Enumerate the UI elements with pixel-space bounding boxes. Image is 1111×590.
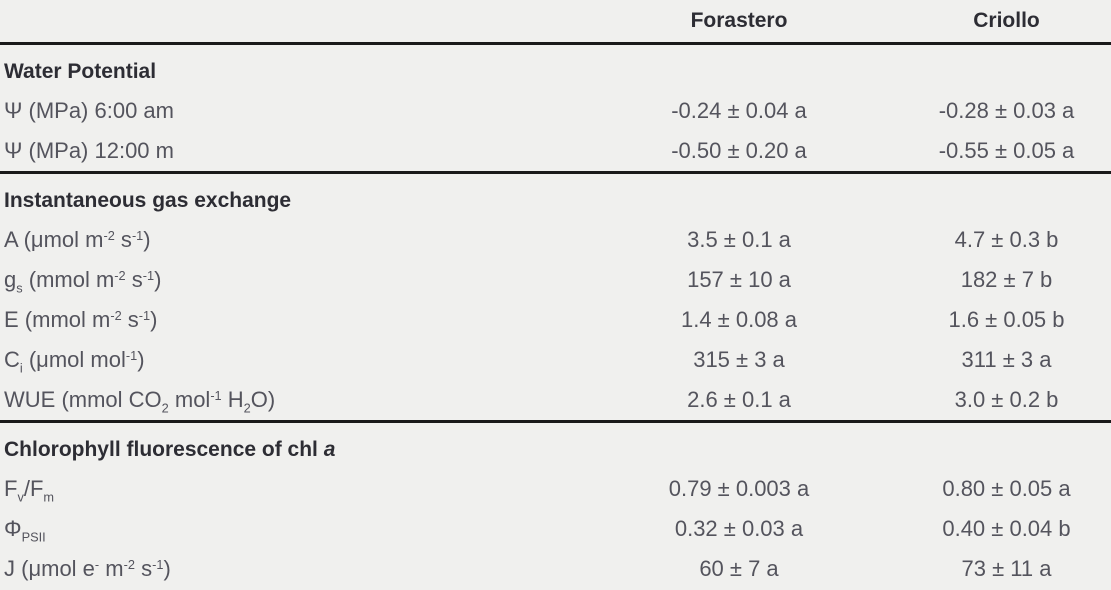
table-row: Ψ (MPa) 12:00 m -0.50 ± 0.20 a -0.55 ± 0… [0,131,1111,173]
table-row: WUE (mmol CO2 mol-1 H2O) 2.6 ± 0.1 a 3.0… [0,380,1111,422]
section-gas-exchange: Instantaneous gas exchange A (μmol m-2 s… [0,172,1111,422]
row-label: Ψ (MPa) 6:00 am [4,98,174,123]
section-title: Water Potential [4,60,157,83]
value-criollo: 182 ± 7 b [960,267,1053,292]
table-row: Fv/Fm 0.79 ± 0.003 a 0.80 ± 0.05 a [0,469,1111,509]
section-water-potential: Water Potential Ψ (MPa) 6:00 am -0.24 ± … [0,43,1111,173]
table-row: A (μmol m-2 s-1) 3.5 ± 0.1 a 4.7 ± 0.3 b [0,220,1111,260]
value-criollo: 73 ± 11 a [961,556,1052,581]
value-criollo: 0.40 ± 0.04 b [942,516,1071,541]
value-forastero: 0.32 ± 0.03 a [674,516,804,541]
value-criollo: -0.28 ± 0.03 a [938,98,1075,123]
value-forastero: -0.50 ± 0.20 a [671,138,807,163]
row-label: gs (mmol m-2 s-1) [4,267,162,296]
value-criollo: 311 ± 3 a [961,347,1052,372]
header-empty-cell [0,0,618,44]
table-header: Forastero Criollo [0,0,1111,44]
value-criollo: 1.6 ± 0.05 b [948,307,1065,332]
header-criollo: Criollo [973,9,1040,32]
section-title-row: Water Potential [0,44,1111,92]
section-title: Chlorophyll fluorescence of chl a [4,438,336,461]
table-row: Ci (μmol mol-1) 315 ± 3 a 311 ± 3 a [0,340,1111,380]
value-forastero: 2.6 ± 0.1 a [687,387,791,412]
table-row: ΦPSII 0.32 ± 0.03 a 0.40 ± 0.04 b [0,509,1111,549]
header-row: Forastero Criollo [0,0,1111,44]
row-label: Fv/Fm [4,476,55,505]
value-forastero: 0.79 ± 0.003 a [668,476,810,501]
row-label: Ci (μmol mol-1) [4,347,145,376]
value-forastero: 315 ± 3 a [693,347,785,372]
row-label: Ψ (MPa) 12:00 m [4,138,174,163]
row-label: J (μmol e- m-2 s-1) [4,556,171,581]
section-title-row: Chlorophyll fluorescence of chl a [0,422,1111,470]
value-criollo: 3.0 ± 0.2 b [954,387,1059,412]
section-title-row: Instantaneous gas exchange [0,173,1111,221]
section-title: Instantaneous gas exchange [4,189,292,212]
row-label: WUE (mmol CO2 mol-1 H2O) [4,387,276,416]
table-row: E (mmol m-2 s-1) 1.4 ± 0.08 a 1.6 ± 0.05… [0,300,1111,340]
table-row: gs (mmol m-2 s-1) 157 ± 10 a 182 ± 7 b [0,260,1111,300]
value-forastero: -0.24 ± 0.04 a [671,98,807,123]
header-forastero: Forastero [690,9,788,32]
value-criollo: 0.80 ± 0.05 a [942,476,1071,501]
row-label: E (mmol m-2 s-1) [4,307,158,332]
value-forastero: 1.4 ± 0.08 a [680,307,798,332]
value-forastero: 60 ± 7 a [699,556,779,581]
section-chlorophyll-fluorescence: Chlorophyll fluorescence of chl a Fv/Fm … [0,421,1111,590]
value-forastero: 157 ± 10 a [687,267,791,292]
value-forastero: 3.5 ± 0.1 a [687,227,791,252]
row-label: ΦPSII [4,516,46,545]
table-row: J (μmol e- m-2 s-1) 60 ± 7 a 73 ± 11 a [0,549,1111,589]
value-criollo: -0.55 ± 0.05 a [938,138,1075,163]
table-row: Ψ (MPa) 6:00 am -0.24 ± 0.04 a -0.28 ± 0… [0,91,1111,131]
value-criollo: 4.7 ± 0.3 b [954,227,1059,252]
row-label: A (μmol m-2 s-1) [4,227,151,252]
